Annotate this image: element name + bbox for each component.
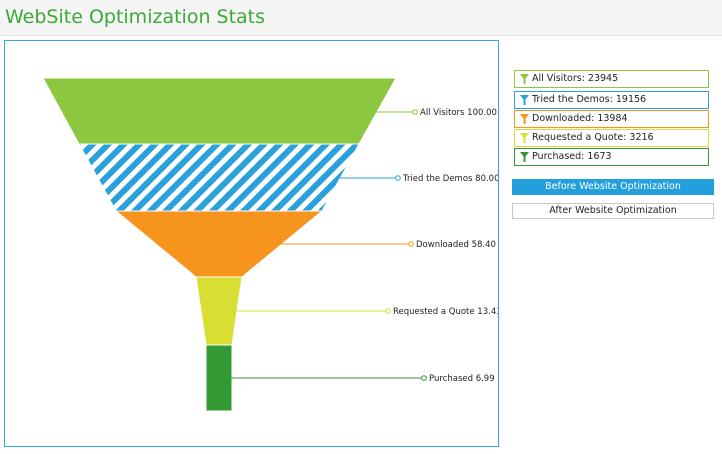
legend-label: Downloaded: 13984 [532,113,628,124]
leader-dot [395,175,401,181]
leader-dot [385,308,391,314]
funnel-icon [520,114,529,124]
funnel-chart-panel: All Visitors 100.00 % Tried the Demos 80.… [4,40,499,447]
legend-item-tried-demos[interactable]: Tried the Demos: 19156 [514,91,709,109]
after-optimization-button[interactable]: After Website Optimization [512,203,714,219]
before-optimization-button[interactable]: Before Website Optimization [512,179,714,195]
leader-dot [421,375,427,381]
legend-label: Tried the Demos: 19156 [532,94,647,105]
legend-label: Purchased: 1673 [532,151,612,162]
funnel-data-label: All Visitors 100.00 % [420,108,498,118]
funnel-chart: All Visitors 100.00 % Tried the Demos 80.… [42,77,498,412]
leader-dot [412,109,418,115]
funnel-data-label: Requested a Quote 13.43 % [393,307,498,317]
legend-item-purchased[interactable]: Purchased: 1673 [514,148,709,166]
funnel-segment-all-visitors[interactable] [42,77,397,145]
funnel-data-label: Purchased 6.99 % [429,374,498,384]
funnel-icon [520,133,529,143]
legend-item-downloaded[interactable]: Downloaded: 13984 [514,110,709,128]
header-bar: WebSite Optimization Stats [0,0,722,36]
funnel-icon [520,95,529,105]
leader-dot [408,241,414,247]
funnel-icon [520,74,529,84]
page-title: WebSite Optimization Stats [5,6,266,28]
legend-item-requested-quote[interactable]: Requested a Quote: 3216 [514,129,709,147]
funnel-icon [520,152,529,162]
funnel-segment-tried-the-demos[interactable] [78,143,360,212]
funnel-segment-purchased[interactable] [205,344,233,412]
legend-label: All Visitors: 23945 [532,73,619,84]
funnel-data-label: Tried the Demos 80.00 % [402,174,498,184]
legend-item-all-visitors[interactable]: All Visitors: 23945 [514,70,709,88]
funnel-data-label: Downloaded 58.40 % [416,240,498,250]
legend-label: Requested a Quote: 3216 [532,132,654,143]
